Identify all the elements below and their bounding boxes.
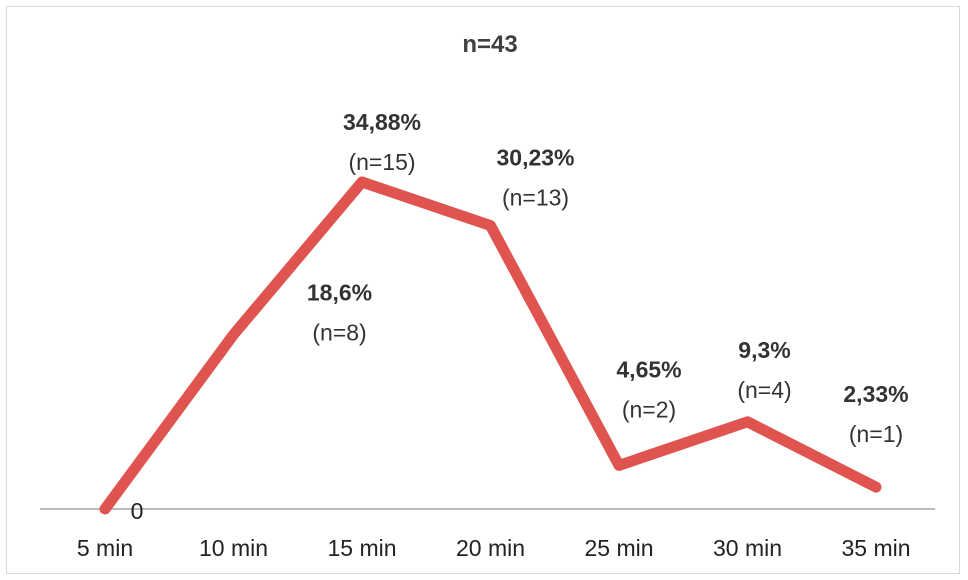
data-label-count: (n=2) — [622, 396, 676, 422]
data-label-percent: 34,88% — [343, 109, 421, 135]
x-tick-label: 5 min — [77, 535, 133, 561]
data-label-count: (n=8) — [312, 320, 366, 346]
chart-title: n=43 — [462, 31, 517, 58]
x-tick-label: 25 min — [584, 535, 653, 561]
x-tick-label: 10 min — [199, 535, 268, 561]
data-label-percent: 18,6% — [307, 280, 372, 306]
x-tick-label: 15 min — [327, 535, 396, 561]
x-tick-label: 30 min — [713, 535, 782, 561]
data-label-count: (n=15) — [348, 149, 415, 175]
data-labels: 0 18,6% (n=8) 34,88% (n=15) 30,23% (n=13) 4,65%… — [131, 109, 909, 524]
data-label-count: (n=4) — [737, 377, 791, 403]
chart-frame — [6, 6, 960, 574]
data-label-count: (n=1) — [849, 421, 903, 447]
data-label-percent: 4,65% — [616, 356, 681, 382]
data-label-count: (n=13) — [502, 185, 569, 211]
x-tick-labels: 5 min 10 min 15 min 20 min 25 min 30 min 35 mi… — [77, 535, 911, 561]
x-tick-label: 35 min — [841, 535, 910, 561]
series-line — [99, 176, 882, 515]
x-tick-label: 20 min — [456, 535, 525, 561]
data-label-value: 0 — [131, 498, 144, 524]
data-label-percent: 2,33% — [843, 381, 908, 407]
data-label-percent: 30,23% — [496, 145, 574, 171]
data-label-percent: 9,3% — [738, 337, 790, 363]
